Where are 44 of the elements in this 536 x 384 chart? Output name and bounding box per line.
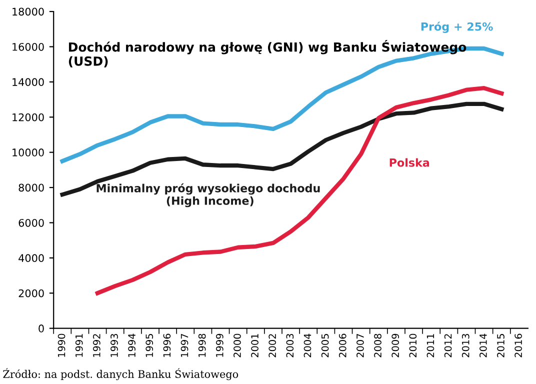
- x-tick-label: 1999: [216, 334, 224, 357]
- x-tick-label: 1995: [146, 334, 154, 357]
- y-tick-label: 6000: [18, 218, 44, 227]
- x-tick-label: 2002: [268, 334, 276, 358]
- text: Źródło: na podst. danych Banku Światowego: [3, 368, 238, 380]
- x-tick-label: 2012: [444, 334, 452, 358]
- series-label: Próg + 25%: [421, 22, 493, 33]
- y-tick-label: 18000: [12, 8, 44, 16]
- x-tick-label: 1994: [128, 334, 136, 357]
- y-tick-label: 0: [38, 324, 44, 332]
- text: Dochód narodowy na głowę (GNI) wg Banku Światowego (USD): [68, 40, 466, 68]
- x-tick-label: 1998: [198, 334, 206, 357]
- x-tick-label: 2000: [234, 334, 241, 358]
- y-tick-label: 2000: [18, 289, 44, 298]
- x-tick-label: 1997: [180, 334, 188, 357]
- y-tick-label: 10000: [12, 148, 44, 156]
- x-tick-label: 1993: [110, 334, 118, 357]
- y-tick-label: 16000: [12, 42, 44, 51]
- x-tick-label: 2014: [480, 334, 487, 358]
- y-tick-label: 14000: [12, 78, 44, 86]
- series-label: Minimalny próg wysokiego dochodu (High Income): [96, 183, 320, 208]
- y-tick-label: 4000: [18, 254, 44, 262]
- x-tick-label: 2011: [426, 334, 434, 358]
- line-series: [95, 86, 504, 296]
- x-tick-label: 2010: [409, 334, 417, 358]
- x-tick-label: 2008: [374, 334, 382, 358]
- text: Polska: [390, 158, 430, 167]
- x-tick-label: 1992: [92, 334, 100, 357]
- y-tick-label: 12000: [12, 113, 44, 122]
- x-tick-label: 2007: [356, 334, 364, 358]
- x-tick-label: 2015: [497, 334, 504, 358]
- x-tick-label: 2004: [304, 334, 312, 358]
- x-tick-label: 2009: [392, 334, 400, 358]
- x-tick-label: 2016: [514, 334, 522, 358]
- x-tick-label: 2005: [321, 334, 329, 358]
- x-tick-label: 2006: [338, 334, 346, 358]
- x-tick-label: 1991: [75, 334, 83, 357]
- x-tick-label: 2013: [462, 334, 470, 358]
- x-tick-label: 2001: [251, 334, 258, 358]
- y-tick-label: 8000: [18, 184, 44, 192]
- line-series: [60, 102, 504, 197]
- x-tick-label: 1990: [58, 334, 66, 357]
- x-tick-label: 1996: [163, 334, 171, 357]
- x-tick-label: 2003: [286, 334, 294, 358]
